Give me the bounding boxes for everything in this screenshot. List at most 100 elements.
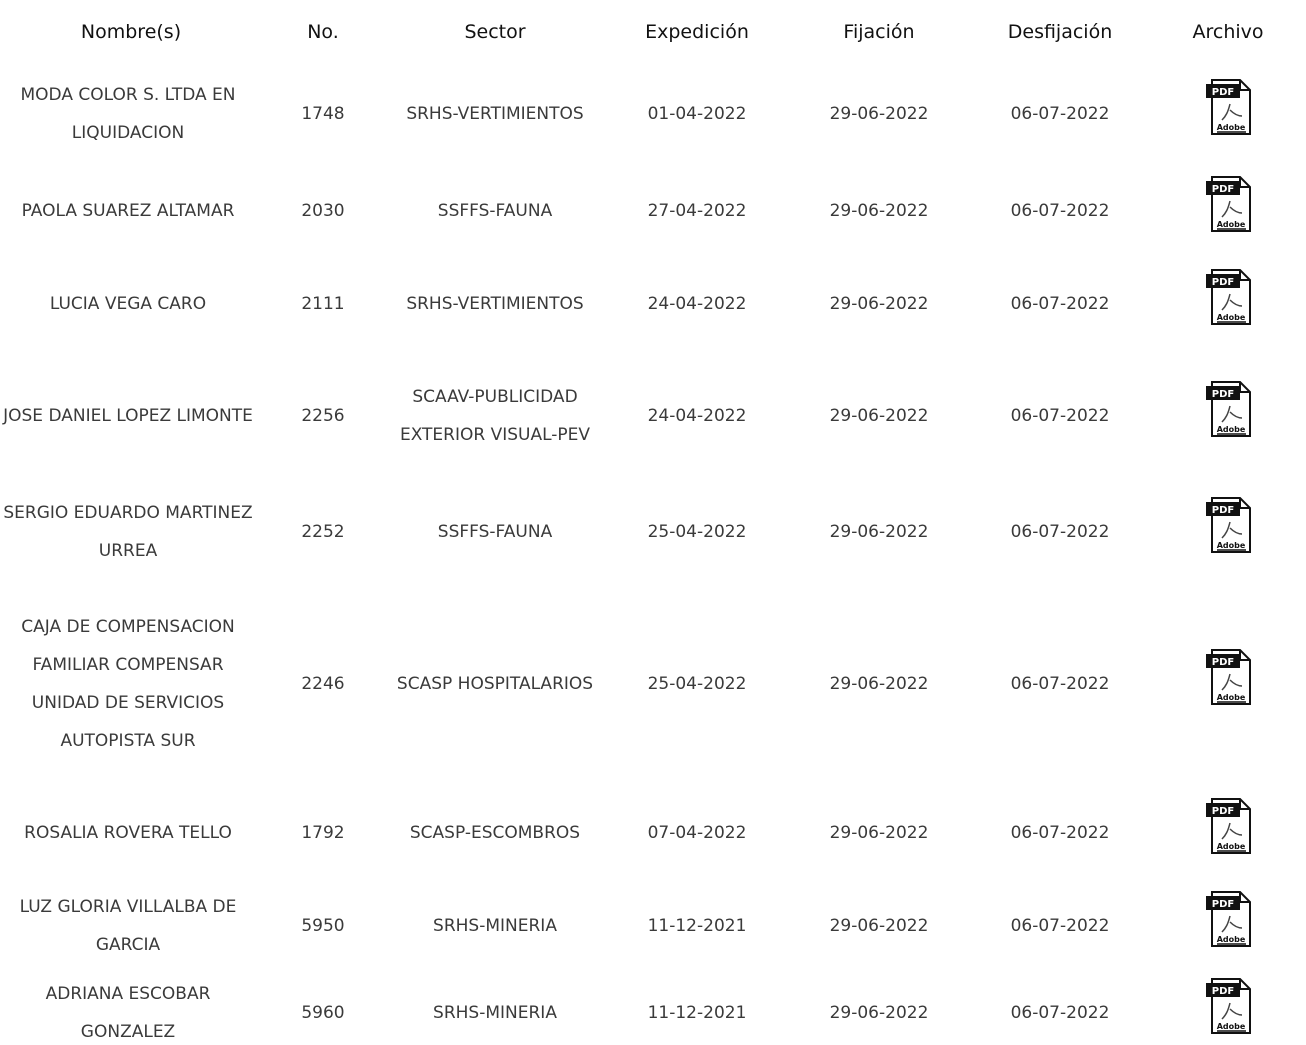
cell-number: 2111	[301, 294, 345, 314]
cell-sector: SRHS-VERTIMIENTOS	[406, 294, 584, 314]
table-row: LUCIA VEGA CARO 2111 SRHS-VERTIMIENTOS 2…	[0, 258, 1306, 350]
cell-expedicion: 01-04-2022	[647, 104, 747, 124]
pdf-brand-label: Adobe	[1217, 220, 1246, 229]
pdf-download-link[interactable]: PDF Adobe	[1200, 266, 1256, 328]
cell-fijacion: 29-06-2022	[829, 823, 929, 843]
pdf-file-icon: PDF Adobe	[1206, 497, 1251, 553]
pdf-download-link[interactable]: PDF Adobe	[1200, 795, 1256, 857]
cell-name: LUCIA VEGA CARO	[49, 294, 207, 314]
cell-name: ROSALIA ROVERA TELLO	[24, 823, 232, 843]
pdf-download-link[interactable]: PDF Adobe	[1200, 646, 1256, 708]
cell-number: 1748	[301, 104, 345, 124]
pdf-file-icon: PDF Adobe	[1206, 269, 1251, 325]
pdf-brand-label: Adobe	[1217, 693, 1246, 702]
cell-desfijacion: 06-07-2022	[1010, 201, 1110, 221]
pdf-brand-label: Adobe	[1217, 541, 1246, 550]
cell-fijacion: 29-06-2022	[829, 522, 929, 542]
table-row: ROSALIA ROVERA TELLO 1792 SCASP-ESCOMBRO…	[0, 786, 1306, 880]
pdf-banner-label: PDF	[1212, 389, 1234, 400]
acrobat-swirl	[1221, 200, 1243, 218]
cell-desfijacion: 06-07-2022	[1010, 916, 1110, 936]
pdf-banner-label: PDF	[1212, 87, 1234, 98]
table-row: PAOLA SUAREZ ALTAMAR 2030 SSFFS-FAUNA 27…	[0, 164, 1306, 258]
pdf-brand-label: Adobe	[1217, 935, 1246, 944]
cell-number: 2252	[301, 522, 345, 542]
cell-expedicion: 25-04-2022	[647, 522, 747, 542]
table-row: ADRIANA ESCOBAR GONZALEZ 5960 SRHS-MINER…	[0, 972, 1306, 1045]
cell-name: LUZ GLORIA VILLALBA DE GARCIA	[19, 897, 237, 955]
cell-name: ADRIANA ESCOBAR GONZALEZ	[45, 984, 211, 1042]
pdf-banner	[1206, 502, 1240, 516]
cell-sector: SCASP HOSPITALARIOS	[396, 674, 594, 694]
acrobat-swirl	[1221, 915, 1243, 933]
pdf-banner	[1206, 654, 1240, 668]
cell-desfijacion: 06-07-2022	[1010, 406, 1110, 426]
cell-name: CAJA DE COMPENSACION FAMILIAR COMPENSAR …	[21, 617, 235, 751]
pdf-file-icon: PDF Adobe	[1206, 649, 1251, 705]
pdf-banner	[1206, 386, 1240, 400]
pdf-download-link[interactable]: PDF Adobe	[1200, 378, 1256, 440]
cell-archivo: PDF Adobe	[1150, 350, 1306, 482]
pdf-download-link[interactable]: PDF Adobe	[1200, 888, 1256, 950]
cell-sector: SRHS-MINERIA	[433, 1003, 557, 1023]
pdf-file-icon: PDF Adobe	[1206, 79, 1251, 135]
pdf-download-link[interactable]: PDF Adobe	[1200, 494, 1256, 556]
column-header-sector: Sector	[464, 21, 526, 43]
cell-expedicion: 11-12-2021	[647, 1003, 747, 1023]
pdf-download-link[interactable]: PDF Adobe	[1200, 173, 1256, 235]
cell-archivo: PDF Adobe	[1150, 164, 1306, 258]
cell-fijacion: 29-06-2022	[829, 294, 929, 314]
pdf-brand-label: Adobe	[1217, 1022, 1246, 1031]
pdf-banner	[1206, 983, 1240, 997]
cell-sector: SCASP-ESCOMBROS	[409, 823, 581, 843]
pdf-banner-label: PDF	[1212, 657, 1234, 668]
cell-name: PAOLA SUAREZ ALTAMAR	[21, 201, 235, 221]
cell-expedicion: 24-04-2022	[647, 294, 747, 314]
cell-archivo: PDF Adobe	[1150, 258, 1306, 350]
pdf-banner	[1206, 896, 1240, 910]
cell-archivo: PDF Adobe	[1150, 972, 1306, 1045]
cell-expedicion: 07-04-2022	[647, 823, 747, 843]
cell-number: 5960	[301, 1003, 345, 1023]
cell-expedicion: 27-04-2022	[647, 201, 747, 221]
cell-archivo: PDF Adobe	[1150, 482, 1306, 582]
cell-number: 2246	[301, 674, 345, 694]
cell-number: 1792	[301, 823, 345, 843]
table-row: LUZ GLORIA VILLALBA DE GARCIA 5950 SRHS-…	[0, 880, 1306, 972]
pdf-file-icon: PDF Adobe	[1206, 978, 1251, 1034]
cell-fijacion: 29-06-2022	[829, 1003, 929, 1023]
acrobat-swirl	[1221, 293, 1243, 311]
cell-sector: SSFFS-FAUNA	[437, 522, 553, 542]
acrobat-swirl	[1221, 822, 1243, 840]
pdf-banner-label: PDF	[1212, 806, 1234, 817]
cell-fijacion: 29-06-2022	[829, 674, 929, 694]
table-header: Nombre(s) No. Sector Expedición Fijación…	[0, 0, 1306, 64]
cell-name: MODA COLOR S. LTDA EN LIQUIDACION	[20, 85, 236, 143]
cell-desfijacion: 06-07-2022	[1010, 1003, 1110, 1023]
cell-number: 2030	[301, 201, 345, 221]
cell-desfijacion: 06-07-2022	[1010, 823, 1110, 843]
column-header-expedicion: Expedición	[645, 21, 749, 43]
cell-sector: SSFFS-FAUNA	[437, 201, 553, 221]
cell-expedicion: 24-04-2022	[647, 406, 747, 426]
cell-fijacion: 29-06-2022	[829, 201, 929, 221]
pdf-banner-label: PDF	[1212, 986, 1234, 997]
pdf-download-link[interactable]: PDF Adobe	[1200, 76, 1256, 138]
pdf-banner	[1206, 84, 1240, 98]
column-header-nombres: Nombre(s)	[80, 21, 182, 43]
header-row: Nombre(s) No. Sector Expedición Fijación…	[0, 0, 1306, 64]
pdf-banner-label: PDF	[1212, 505, 1234, 516]
table-body: MODA COLOR S. LTDA EN LIQUIDACION 1748 S…	[0, 64, 1306, 1045]
cell-archivo: PDF Adobe	[1150, 582, 1306, 786]
cell-sector: SRHS-MINERIA	[433, 916, 557, 936]
column-header-fijacion: Fijación	[843, 21, 915, 43]
cell-number: 5950	[301, 916, 345, 936]
column-header-no: No.	[307, 21, 339, 43]
pdf-brand-label: Adobe	[1217, 842, 1246, 851]
pdf-download-link[interactable]: PDF Adobe	[1200, 975, 1256, 1037]
cell-expedicion: 11-12-2021	[647, 916, 747, 936]
cell-desfijacion: 06-07-2022	[1010, 104, 1110, 124]
pdf-banner	[1206, 803, 1240, 817]
cell-fijacion: 29-06-2022	[829, 916, 929, 936]
